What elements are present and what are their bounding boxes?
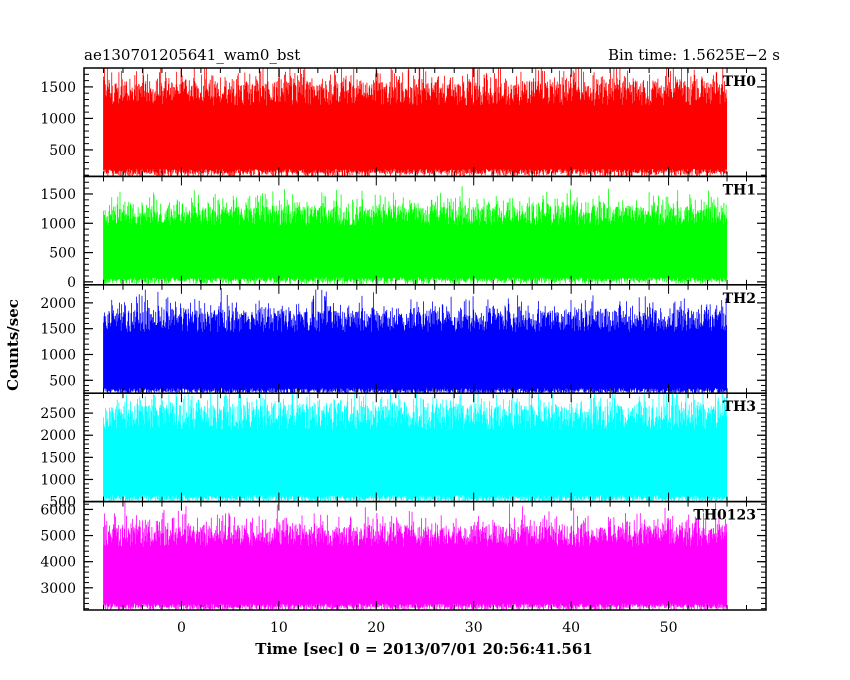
x-tick-label: 20 [367,620,385,636]
panel-label: TH0123 [693,508,756,524]
series-line-th3 [103,393,728,502]
panel-label: TH1 [723,182,756,198]
y-tick-label: 1000 [40,472,76,488]
y-tick-label: 2000 [40,296,76,312]
y-tick-label: 3000 [40,581,76,597]
x-tick-label: 10 [270,620,288,636]
y-tick-label: 1500 [40,322,76,338]
x-axis-title: Time [sec] 0 = 2013/07/01 20:56:41.561 [255,640,592,658]
y-tick-label: 4000 [40,555,76,571]
bin-time-label: Bin time: 1.5625E−2 s [608,46,780,64]
panels-group: 500 1000 1500 TH0 0 500 1000 1500 TH1 500 1000 1500… [40,67,767,611]
y-tick-label: 1500 [40,187,76,203]
y-tick-label: 1500 [40,450,76,466]
y-tick-label: 1000 [40,111,76,127]
panel-th0: 500 1000 1500 TH0 [40,67,767,178]
series-line-th0123 [103,502,728,610]
panel-label: TH2 [723,291,756,307]
panel-label: TH3 [723,399,756,415]
plot-title: ae130701205641_wam0_bst [84,46,300,64]
y-tick-label: 1500 [40,80,76,96]
panel-th0123: 3000 4000 5000 6000 TH0123 [40,500,767,611]
y-tick-label: 500 [49,495,76,511]
series-line-th1 [103,186,728,285]
panel-th2: 500 1000 1500 2000 TH2 [40,284,767,394]
y-tick-label: 2000 [40,428,76,444]
y-tick-label: 1000 [40,216,76,232]
panel-th3: 500 1000 1500 2000 2500 TH3 [40,392,767,511]
y-tick-label: 500 [49,373,76,389]
y-tick-label: 500 [49,143,76,159]
x-tick-label: 50 [660,620,678,636]
y-axis-title: Counts/sec [4,299,22,391]
series-line-th0 [103,68,728,177]
x-tick-label: 40 [562,620,580,636]
panel-label: TH0 [723,74,757,90]
y-tick-label: 5000 [40,529,76,545]
y-tick-label: 2500 [40,406,76,422]
y-tick-label: 6000 [40,502,76,518]
x-tick-label: 30 [465,620,483,636]
y-tick-label: 0 [67,275,76,291]
x-tick-label: 0 [177,620,186,636]
panel-th1: 0 500 1000 1500 TH1 [40,175,767,291]
x-axis-tick-labels: 0 10 20 30 40 50 [177,620,678,636]
panel-frame [83,500,767,611]
series-line-th2 [103,288,728,394]
y-tick-label: 500 [49,246,76,262]
y-tick-label: 1000 [40,347,76,363]
